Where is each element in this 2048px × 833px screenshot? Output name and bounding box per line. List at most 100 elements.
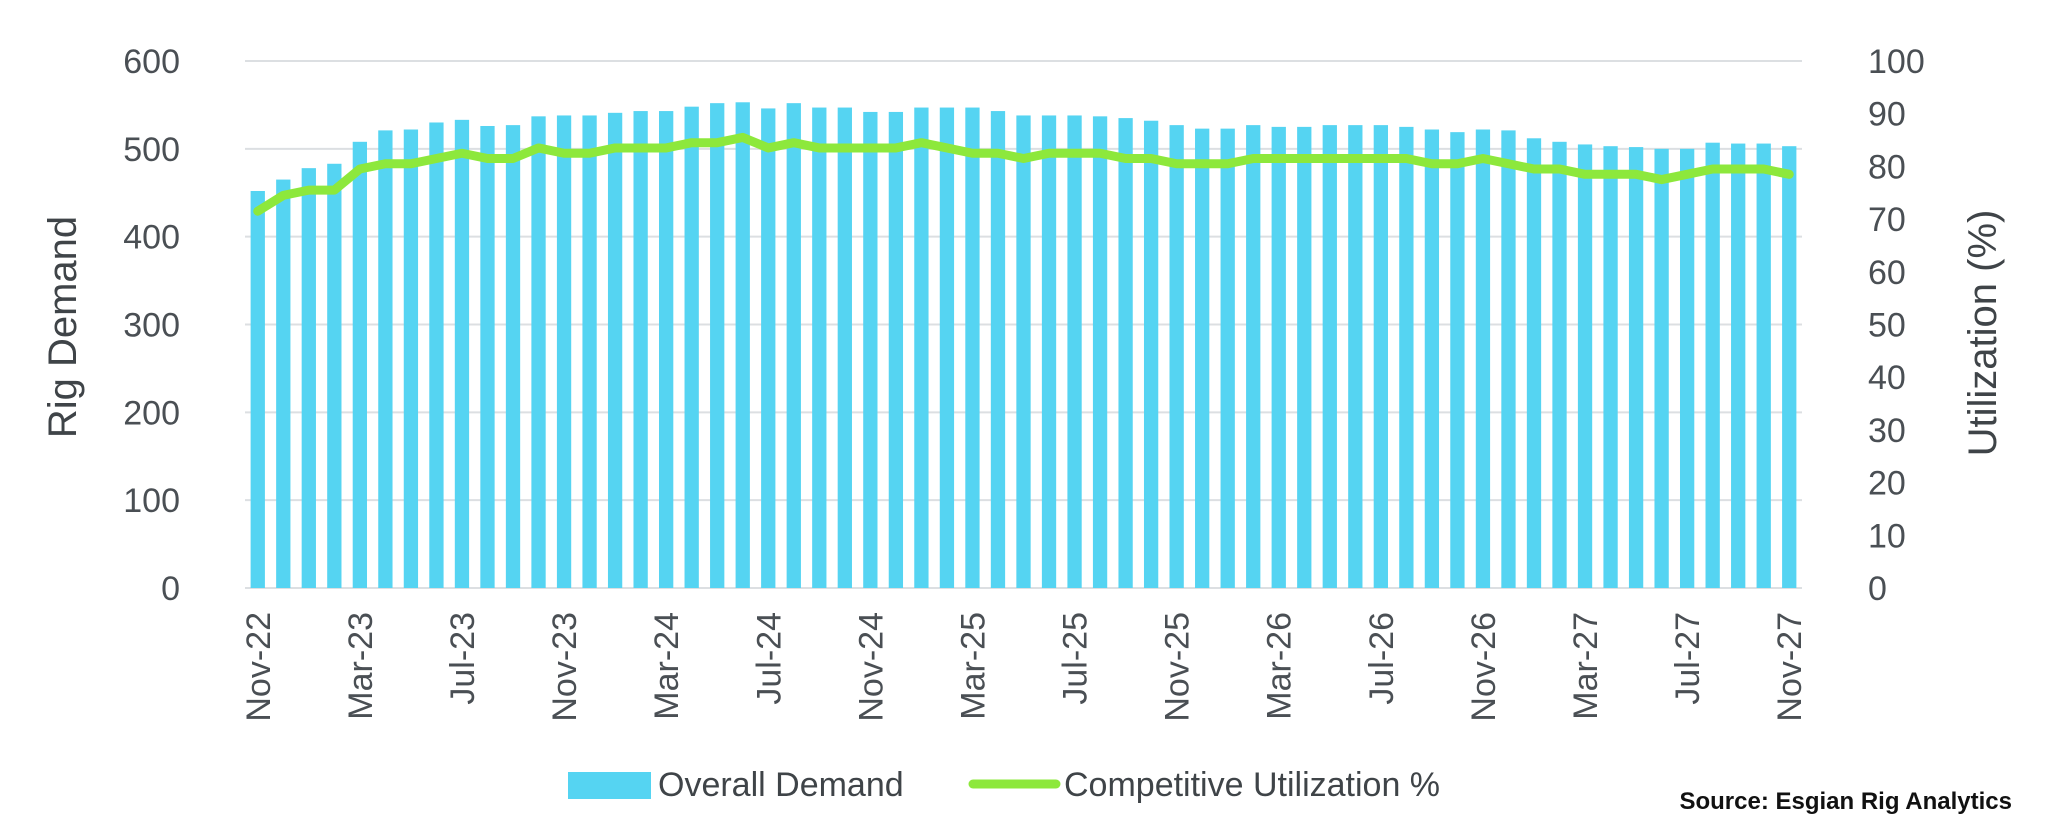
bar-jan-25 [914, 107, 929, 588]
legend-line-label: Competitive Utilization % [1064, 766, 1440, 804]
bar-apr-27 [1603, 146, 1618, 588]
utilization-point-jun-25 [1047, 151, 1051, 155]
x-tick-label: Mar-24 [648, 612, 686, 720]
bar-series-overall-demand [250, 102, 1797, 589]
utilization-point-jul-26 [1379, 156, 1383, 160]
utilization-point-nov-24 [868, 146, 872, 150]
bar-nov-27 [1782, 146, 1797, 588]
x-axis-ticks: Nov-22 Mar-23 Jul-23 Nov-23 Mar-24 Jul-24 Nov-… [240, 612, 1809, 722]
right-tick-label: 40 [1868, 359, 1906, 397]
legend: Overall Demand Competitive Utilization % [568, 766, 1440, 804]
bar-dec-23 [582, 115, 597, 588]
utilization-point-aug-23 [485, 156, 489, 160]
x-tick-label: Nov-26 [1465, 612, 1503, 722]
bar-jun-25 [1041, 115, 1057, 588]
bar-feb-23 [327, 163, 342, 588]
left-tick-label: 100 [123, 482, 180, 520]
bar-apr-23 [378, 130, 393, 588]
bar-may-24 [710, 103, 725, 588]
x-tick-label: Jul-23 [444, 612, 482, 705]
utilization-point-mar-27 [1583, 172, 1587, 176]
utilization-point-mar-26 [1277, 156, 1281, 160]
bar-oct-24 [837, 107, 852, 588]
bar-jan-27 [1526, 138, 1542, 588]
utilization-point-sep-24 [817, 146, 821, 150]
utilization-point-may-23 [409, 162, 413, 166]
utilization-point-jun-27 [1660, 178, 1664, 182]
right-tick-label: 90 [1868, 96, 1906, 134]
bar-feb-24 [633, 111, 648, 588]
bar-apr-24 [684, 106, 699, 588]
utilization-point-jul-25 [1073, 151, 1077, 155]
bar-jun-23 [429, 122, 444, 588]
bar-oct-25 [1143, 120, 1159, 588]
right-axis-title: Utilization (%) [1961, 210, 2005, 457]
bar-aug-24 [786, 103, 801, 588]
bar-nov-24 [863, 111, 878, 589]
utilization-point-dec-26 [1506, 162, 1510, 166]
x-tick-label: Jul-27 [1669, 612, 1707, 705]
x-tick-label: Nov-23 [546, 612, 584, 722]
utilization-point-dec-24 [894, 146, 898, 150]
utilization-point-jan-27 [1532, 167, 1536, 171]
line-series-competitive-utilization [253, 132, 1794, 216]
bar-jan-23 [301, 168, 316, 588]
bar-may-26 [1322, 125, 1337, 588]
left-tick-label: 600 [123, 43, 180, 81]
utilization-point-nov-26 [1481, 156, 1485, 160]
utilization-point-nov-27 [1787, 172, 1791, 176]
utilization-point-apr-27 [1609, 172, 1613, 176]
bar-jul-25 [1067, 115, 1082, 588]
utilization-point-apr-23 [383, 162, 387, 166]
utilization-point-may-24 [715, 141, 719, 145]
utilization-point-oct-26 [1455, 162, 1459, 166]
bar-oct-26 [1450, 132, 1465, 588]
utilization-point-jan-25 [919, 141, 923, 145]
utilization-point-sep-25 [1124, 156, 1128, 160]
utilization-point-aug-27 [1711, 167, 1715, 171]
bar-oct-27 [1756, 143, 1771, 588]
utilization-point-apr-24 [690, 141, 694, 145]
utilization-point-feb-23 [332, 188, 336, 192]
right-tick-label: 30 [1868, 412, 1906, 450]
bar-dec-22 [276, 179, 291, 588]
bar-dec-25 [1195, 128, 1210, 589]
utilization-point-nov-22 [256, 209, 260, 213]
utilization-point-mar-24 [664, 146, 668, 150]
bar-jun-27 [1654, 148, 1669, 589]
right-tick-label: 0 [1868, 570, 1887, 608]
utilization-point-feb-24 [639, 146, 643, 150]
bar-may-23 [403, 129, 419, 588]
legend-bar-label: Overall Demand [658, 766, 904, 804]
bar-may-25 [1016, 115, 1031, 588]
utilization-point-jun-26 [1353, 156, 1357, 160]
utilization-point-mar-23 [358, 167, 362, 171]
x-tick-label: Jul-25 [1057, 612, 1095, 705]
legend-bar-swatch [568, 772, 651, 799]
utilization-point-aug-24 [792, 141, 796, 145]
utilization-point-oct-23 [537, 146, 541, 150]
utilization-point-feb-27 [1558, 167, 1562, 171]
x-tick-label: Jul-26 [1363, 612, 1401, 705]
utilization-point-sep-26 [1430, 162, 1434, 166]
x-tick-label: Mar-25 [954, 612, 992, 720]
utilization-point-may-25 [1022, 156, 1025, 160]
utilization-point-may-27 [1634, 172, 1638, 176]
right-axis-ticks: 0 10 20 30 40 50 60 70 80 90 100 [1868, 43, 1925, 608]
x-tick-label: Nov-22 [240, 612, 278, 722]
utilization-point-mar-25 [970, 151, 974, 155]
utilization-point-dec-23 [588, 151, 592, 155]
bar-sep-23 [505, 125, 521, 588]
bar-apr-25 [990, 111, 1006, 588]
x-tick-label: Mar-23 [342, 612, 380, 720]
utilization-point-aug-25 [1098, 151, 1102, 155]
bar-jul-23 [454, 119, 470, 589]
left-axis-ticks: 0 100 200 300 400 500 600 [123, 43, 180, 608]
x-tick-label: Mar-26 [1261, 612, 1299, 720]
bar-mar-24 [659, 111, 674, 588]
bar-sep-24 [812, 107, 827, 588]
bar-nov-26 [1475, 129, 1491, 588]
bar-jul-27 [1679, 148, 1695, 589]
